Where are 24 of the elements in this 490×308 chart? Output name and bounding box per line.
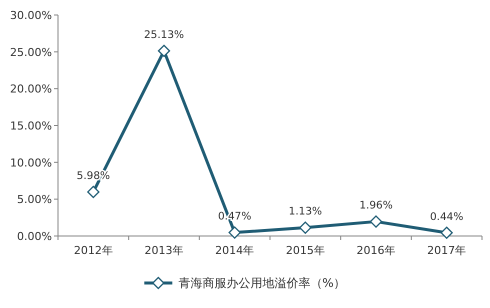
x-tick-label: 2017年 xyxy=(427,244,466,257)
data-label: 25.13% xyxy=(144,28,184,41)
y-tick-label: 20.00% xyxy=(10,82,52,96)
point xyxy=(370,215,382,228)
x-tick-label: 2014年 xyxy=(215,244,254,257)
x-tick-label: 2012年 xyxy=(74,244,113,257)
y-tick-label: 25.00% xyxy=(10,46,52,59)
data-label: 0.44% xyxy=(430,210,464,223)
y-tick-label: 0.00% xyxy=(17,230,52,243)
point xyxy=(158,44,170,58)
point xyxy=(228,226,241,239)
data-label: 1.13% xyxy=(288,206,322,218)
x-tick-label: 2016年 xyxy=(356,244,396,257)
x-tick-label: 2015年 xyxy=(286,244,325,257)
y-tick-label: 30.00% xyxy=(10,9,52,22)
y-tick-label: 5.00% xyxy=(17,193,52,206)
point xyxy=(299,222,312,234)
x-tick-label: 2013年 xyxy=(144,244,184,257)
point xyxy=(87,186,100,198)
legend-label: 青海商服办公用地溢价率（%） xyxy=(178,276,346,290)
y-tick-label: 10.00% xyxy=(10,156,52,170)
point xyxy=(440,226,453,239)
y-tick-label: 15.00% xyxy=(10,120,52,132)
data-label: 1.96% xyxy=(359,200,393,212)
